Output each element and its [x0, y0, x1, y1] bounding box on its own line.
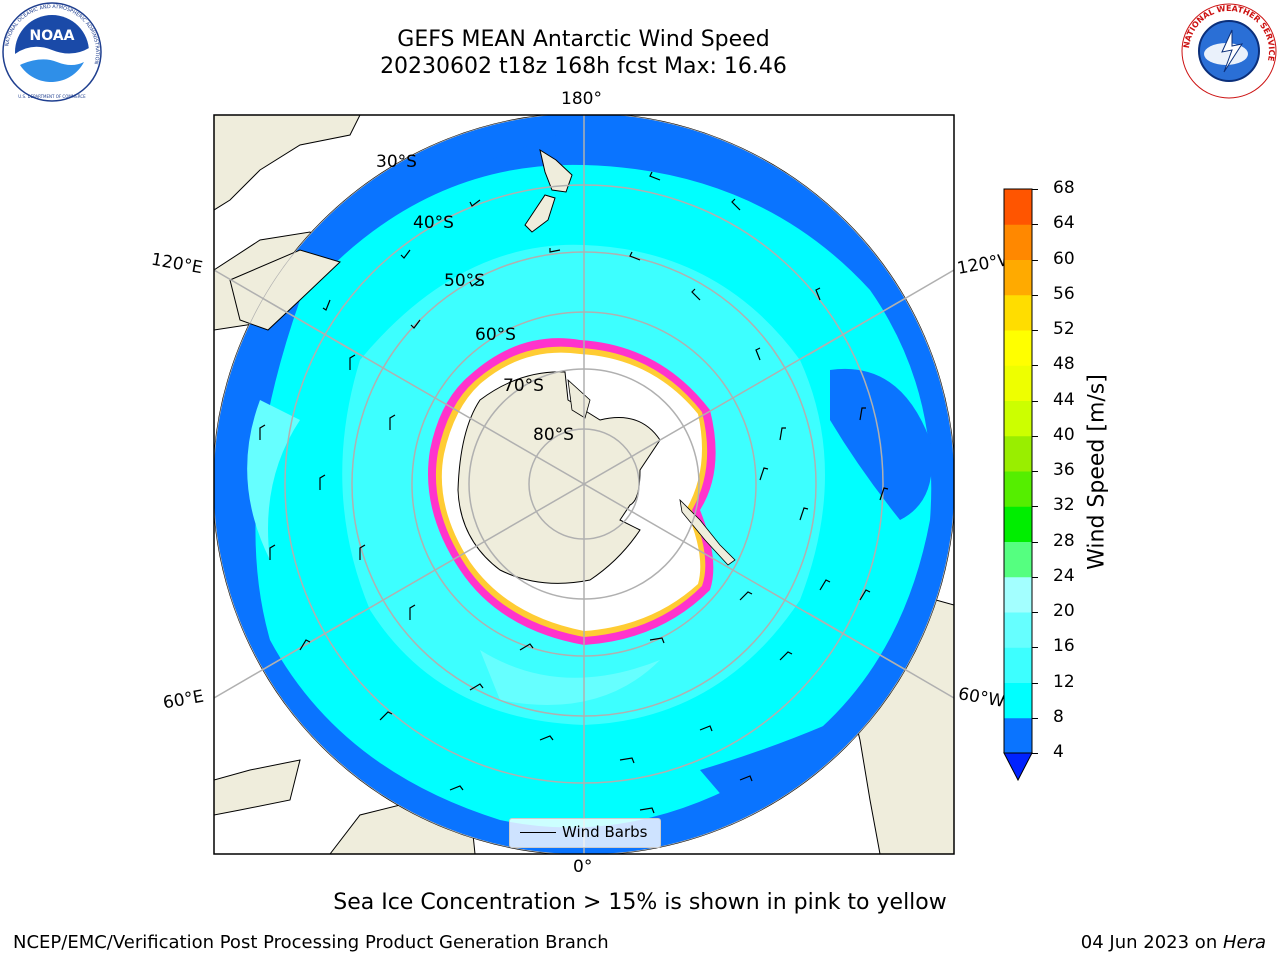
colorbar-segment — [1004, 294, 1032, 331]
lat-label-40s: 40°S — [413, 213, 454, 233]
colorbar-tick-mark — [1032, 294, 1038, 296]
colorbar-segment — [1004, 330, 1032, 366]
colorbar-label: Wind Speed [m/s] — [1084, 374, 1110, 570]
sea-ice-note: Sea Ice Concentration > 15% is shown in … — [333, 890, 947, 915]
colorbar-segment — [1004, 224, 1032, 260]
colorbar-tick-label: 12 — [1053, 671, 1075, 692]
chart-subtitle: 20230602 t18z 168h fcst Max: 16.46 — [380, 54, 787, 79]
colorbar-tick-label: 4 — [1053, 742, 1064, 762]
svg-text:NOAA: NOAA — [30, 28, 75, 44]
colorbar-tick-mark — [1032, 541, 1038, 543]
colorbar-segment — [1004, 435, 1032, 472]
colorbar-tick-label: 24 — [1053, 565, 1075, 586]
new-zealand — [524, 148, 573, 233]
lat-label-50s: 50°S — [444, 271, 485, 291]
colorbar-tick-label: 64 — [1053, 213, 1075, 234]
colorbar-tick-mark — [1032, 224, 1038, 226]
colorbar-tick-mark — [1032, 189, 1038, 190]
colorbar-segment — [1004, 541, 1032, 578]
host-name: Hera — [1222, 932, 1266, 953]
render-date: 04 Jun 2023 on Hera — [1080, 932, 1266, 953]
lat-label-80s: 80°S — [533, 425, 574, 445]
colorbar-tick-label: 44 — [1053, 389, 1075, 410]
colorbar-tick-mark — [1032, 717, 1038, 719]
colorbar-tick-mark — [1032, 365, 1038, 367]
colorbar-tick-label: 68 — [1053, 178, 1075, 198]
colorbar-tick-mark — [1032, 576, 1038, 578]
colorbar-tick-label: 60 — [1053, 248, 1075, 269]
legend-label: Wind Barbs — [562, 823, 648, 841]
colorbar-segment — [1004, 682, 1032, 719]
chart-title: GEFS MEAN Antarctic Wind Speed — [397, 27, 770, 52]
colorbar-tick-label: 48 — [1053, 354, 1075, 375]
colorbar-tick-mark — [1032, 471, 1038, 472]
colorbar-tick-mark — [1032, 506, 1038, 508]
colorbar-tick-label: 56 — [1053, 283, 1075, 304]
antarctica — [457, 371, 661, 584]
colorbar — [1003, 188, 1033, 782]
colorbar-segment — [1004, 365, 1032, 401]
colorbar-tick-label: 40 — [1053, 424, 1075, 445]
svg-text:U.S. DEPARTMENT OF COMMERCE: U.S. DEPARTMENT OF COMMERCE — [18, 94, 86, 99]
colorbar-tick-mark — [1032, 753, 1038, 754]
graticule — [214, 115, 954, 854]
colorbar-tick-label: 52 — [1053, 319, 1075, 339]
colorbar-segment — [1004, 259, 1032, 296]
colorbar-tick-mark — [1032, 330, 1038, 331]
lat-label-70s: 70°S — [503, 376, 544, 396]
colorbar-segment — [1004, 189, 1032, 225]
colorbar-tick-label: 28 — [1053, 530, 1075, 551]
colorbar-segment — [1004, 717, 1032, 754]
colorbar-tick-mark — [1032, 682, 1038, 684]
nws-logo: NATIONAL WEATHER SERVICE — [1181, 3, 1277, 99]
colorbar-segment — [1004, 506, 1032, 542]
colorbar-segment — [1004, 576, 1032, 613]
colorbar-segment — [1004, 400, 1032, 437]
colorbar-tick-mark — [1032, 647, 1038, 649]
colorbar-tick-label: 16 — [1053, 636, 1075, 657]
colorbar-tick-label: 36 — [1053, 460, 1075, 480]
colorbar-tick-label: 8 — [1053, 706, 1064, 727]
colorbar-tick-label: 32 — [1053, 495, 1075, 516]
colorbar-segment — [1004, 612, 1032, 648]
colorbar-tick-label: 20 — [1053, 601, 1075, 621]
colorbar-tick-mark — [1032, 259, 1038, 261]
colorbar-segment — [1004, 647, 1032, 683]
credit-line: NCEP/EMC/Verification Post Processing Pr… — [13, 932, 609, 953]
colorbar-tick-mark — [1032, 612, 1038, 613]
lat-label-60s: 60°S — [475, 325, 516, 345]
wind-barbs-legend: Wind Barbs — [509, 818, 661, 848]
wind-barbs — [259, 171, 889, 814]
legend-line-icon — [520, 832, 556, 833]
colorbar-tick-mark — [1032, 400, 1038, 402]
colorbar-extend-arrow — [1003, 752, 1033, 782]
lat-label-30s: 30°S — [376, 152, 417, 172]
lon-label-0: 0° — [573, 857, 593, 877]
noaa-logo: NATIONAL OCEANIC AND ATMOSPHERIC ADMINIS… — [2, 2, 102, 102]
colorbar-tick-mark — [1032, 435, 1038, 437]
colorbar-segment — [1004, 471, 1032, 507]
lon-label-180: 180° — [561, 89, 602, 109]
